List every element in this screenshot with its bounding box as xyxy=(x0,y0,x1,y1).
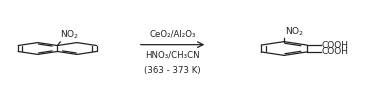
Text: COOH: COOH xyxy=(321,47,348,56)
Text: CeO₂/Al₂O₃: CeO₂/Al₂O₃ xyxy=(149,30,196,39)
Text: HNO₃/CH₃CN: HNO₃/CH₃CN xyxy=(145,50,200,59)
Text: (363 - 373 K): (363 - 373 K) xyxy=(144,66,201,75)
Text: NO$_2$: NO$_2$ xyxy=(285,25,305,38)
Text: NO$_2$: NO$_2$ xyxy=(60,29,80,41)
Text: COOH: COOH xyxy=(321,41,348,50)
